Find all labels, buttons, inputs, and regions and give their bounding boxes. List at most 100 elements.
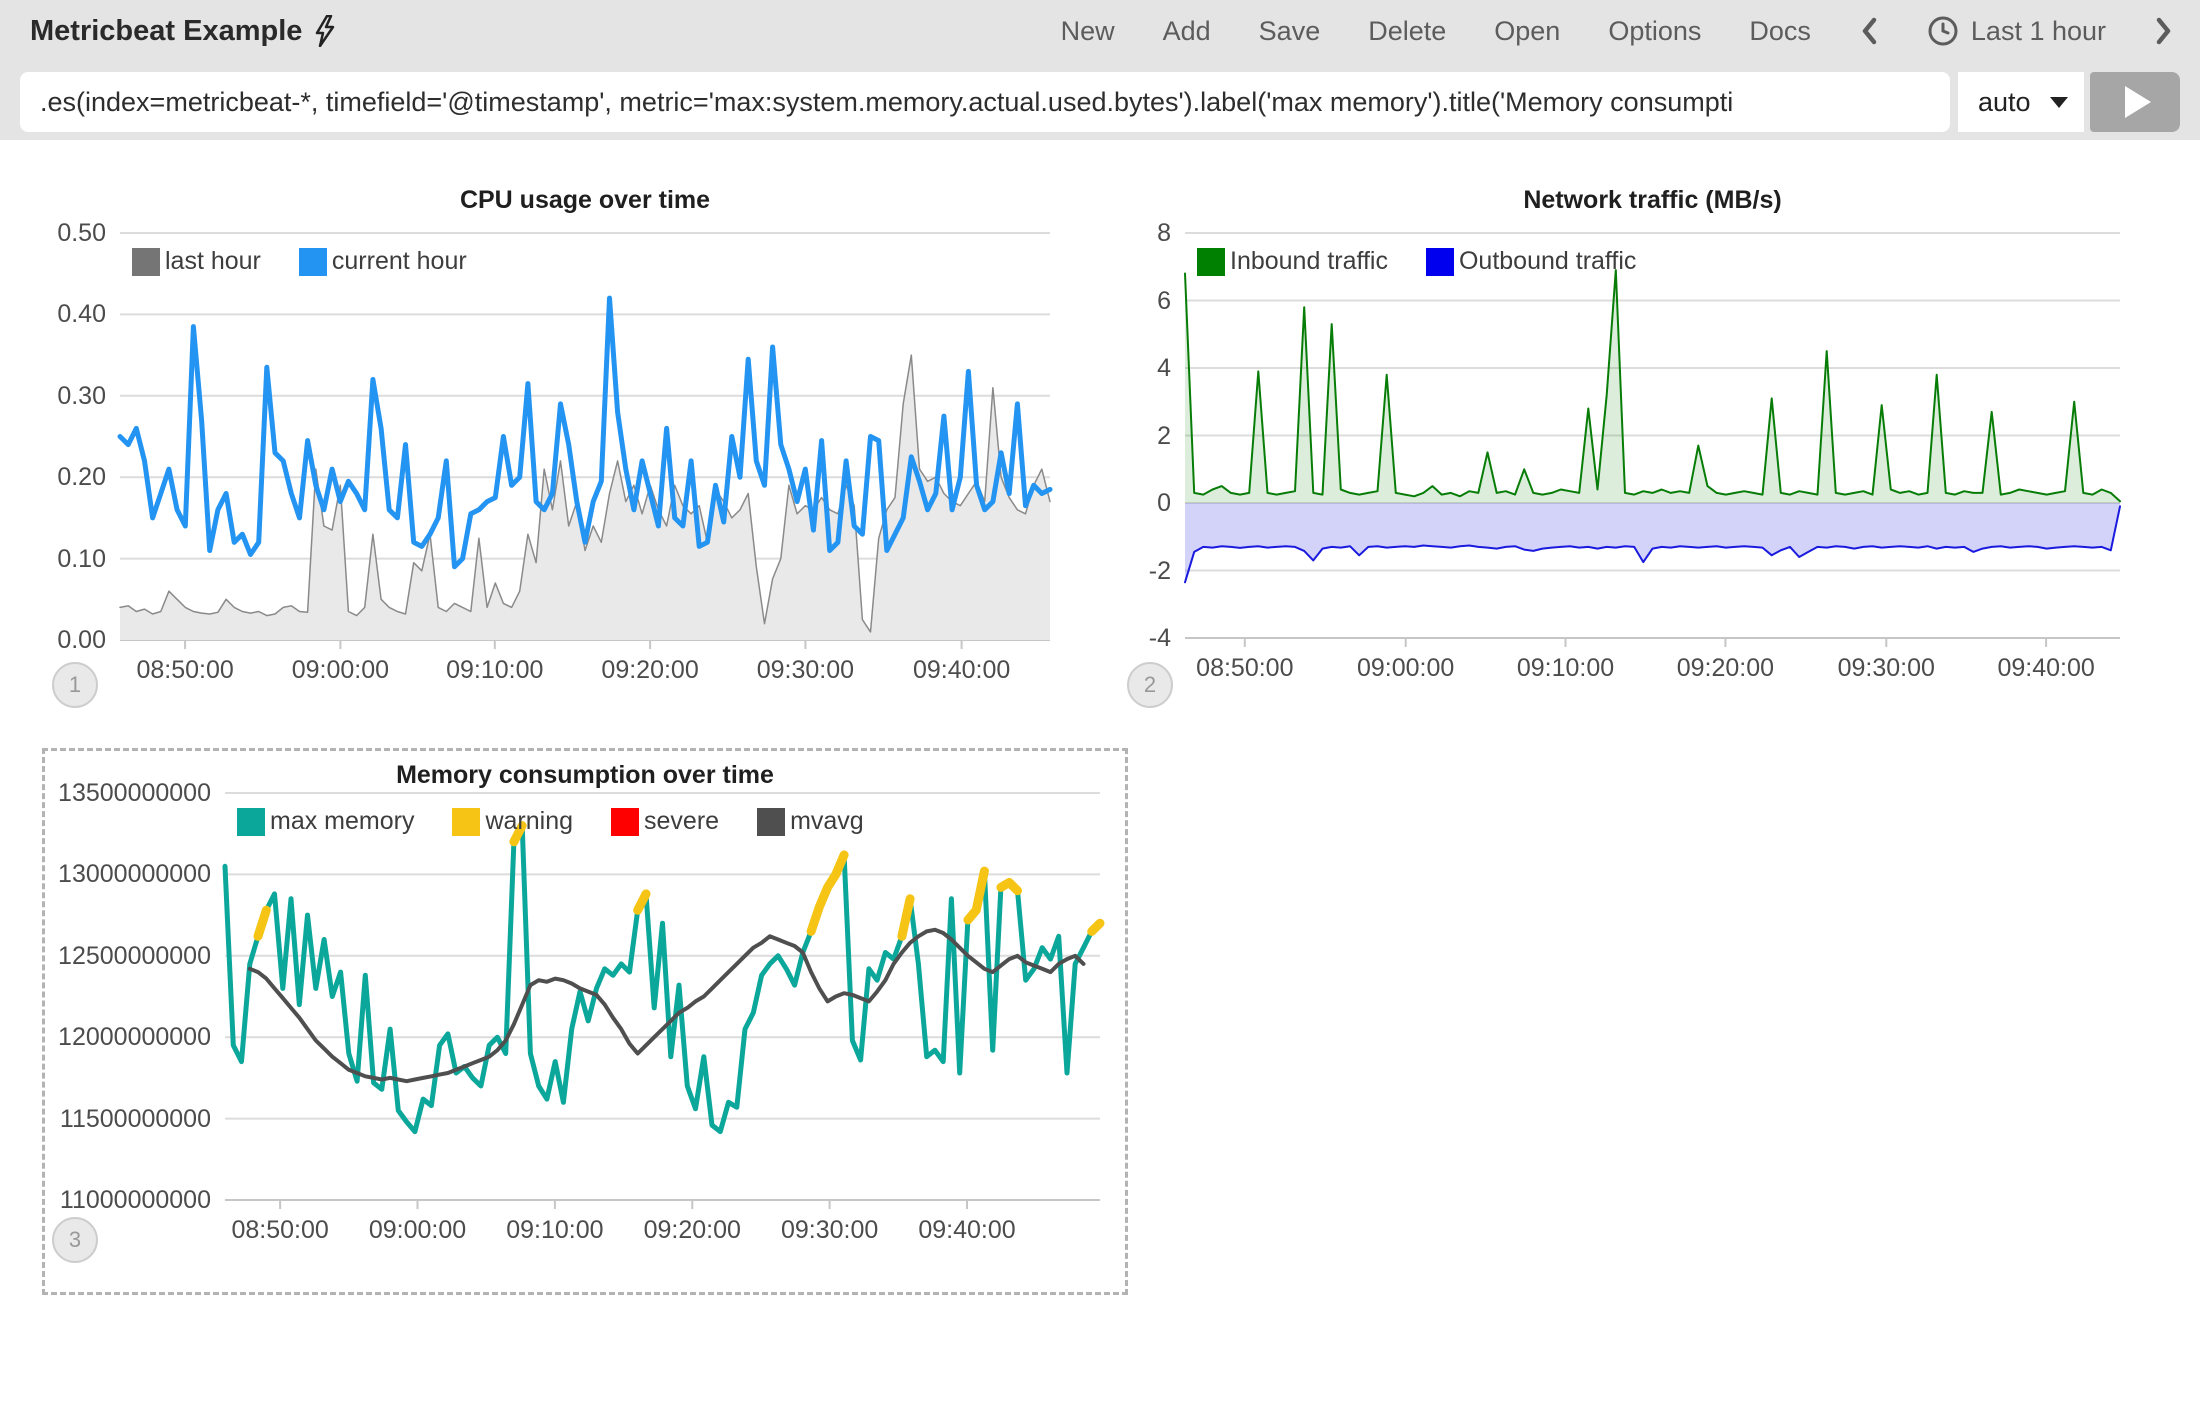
cpu-chart-panel[interactable]: CPU usage over time last hour current hou…: [30, 182, 1060, 640]
x-axis-label: 08:50:00: [95, 656, 275, 685]
legend-label: mvavg: [790, 807, 864, 836]
x-axis-label: 09:40:00: [1956, 654, 2136, 683]
y-axis-label: 11000000000: [60, 1185, 211, 1215]
x-axis-label: 09:20:00: [560, 656, 740, 685]
cpu-legend: last hour current hour: [132, 247, 505, 276]
interval-select[interactable]: auto: [1958, 72, 2084, 132]
y-axis-label: 11500000000: [60, 1104, 211, 1134]
y-axis-label: 0.00: [57, 625, 106, 655]
memory-plot-area: max memorywarningseveremvavg 13500000000…: [225, 793, 1100, 1200]
x-axis-label: 09:00:00: [1316, 654, 1496, 683]
legend-swatch: [299, 248, 327, 276]
legend-label: severe: [644, 807, 719, 836]
cpu-y-axis: 0.500.400.300.200.100.00: [24, 233, 106, 640]
memory-chart-panel[interactable]: Memory consumption over time max memoryw…: [42, 748, 1128, 1295]
menu-item-delete[interactable]: Delete: [1368, 16, 1446, 47]
x-axis-label: 09:20:00: [1635, 654, 1815, 683]
legend-swatch: [757, 808, 785, 836]
cpu-x-axis: 08:50:0009:00:0009:10:0009:20:0009:30:00…: [120, 656, 1050, 688]
network-chart-title: Network traffic (MB/s): [1185, 182, 2120, 218]
x-axis-label: 09:30:00: [715, 656, 895, 685]
legend-swatch: [237, 808, 265, 836]
x-axis-label: 09:30:00: [1796, 654, 1976, 683]
y-axis-label: 2: [1157, 421, 1171, 451]
y-axis-label: 6: [1157, 286, 1171, 316]
memory-y-axis: 1350000000013000000000125000000001200000…: [49, 793, 211, 1200]
memory-chart-canvas[interactable]: [225, 793, 1100, 1200]
legend-item-current-hour: current hour: [299, 247, 467, 276]
y-axis-label: 0: [1157, 488, 1171, 518]
y-axis-label: 8: [1157, 218, 1171, 248]
legend-item-max-memory: max memory: [237, 807, 414, 836]
network-legend: Inbound traffic Outbound traffic: [1197, 247, 1674, 276]
network-chart-panel[interactable]: Network traffic (MB/s) Inbound traffic Ou…: [1095, 182, 2130, 638]
x-axis-label: 09:10:00: [405, 656, 585, 685]
chart-index-badge: 1: [52, 662, 98, 708]
menu-item-docs[interactable]: Docs: [1749, 16, 1811, 47]
chart-index-badge: 3: [52, 1217, 98, 1263]
legend-label: Outbound traffic: [1459, 247, 1636, 276]
legend-swatch: [611, 808, 639, 836]
clock-icon: [1927, 15, 1959, 47]
app-title-text: Metricbeat Example: [30, 15, 302, 48]
y-axis-label: 0.30: [57, 381, 106, 411]
toolbar-menu: New Add Save Delete Open Options Docs La…: [1061, 15, 2174, 47]
menu-item-save[interactable]: Save: [1259, 16, 1321, 47]
y-axis-label: 13000000000: [58, 859, 211, 889]
legend-label: warning: [485, 807, 573, 836]
x-axis-label: 09:40:00: [877, 1216, 1057, 1245]
y-axis-label: 0.20: [57, 462, 106, 492]
caret-down-icon: [2050, 97, 2068, 108]
y-axis-label: 4: [1157, 353, 1171, 383]
x-axis-label: 09:10:00: [1476, 654, 1656, 683]
legend-swatch: [1197, 248, 1225, 276]
legend-swatch: [452, 808, 480, 836]
memory-legend: max memory warning severe mvavg: [237, 807, 902, 836]
time-range-label: Last 1 hour: [1971, 16, 2106, 47]
time-range-picker[interactable]: Last 1 hour: [1927, 15, 2106, 47]
y-axis-label: 12500000000: [58, 941, 211, 971]
x-axis-label: 09:40:00: [872, 656, 1052, 685]
legend-item-last-hour: last hour: [132, 247, 261, 276]
menu-item-open[interactable]: Open: [1494, 16, 1560, 47]
legend-item-Inbound-traffic: Inbound traffic: [1197, 247, 1388, 276]
memory-x-axis: 08:50:0009:00:0009:10:0009:20:0009:30:00…: [225, 1216, 1100, 1248]
legend-label: Inbound traffic: [1230, 247, 1388, 276]
legend-label: last hour: [165, 247, 261, 276]
run-button[interactable]: [2090, 72, 2180, 132]
menu-item-new[interactable]: New: [1061, 16, 1115, 47]
legend-item-warning: warning: [452, 807, 573, 836]
chevron-right-icon[interactable]: [2154, 16, 2174, 46]
legend-item-Outbound-traffic: Outbound traffic: [1426, 247, 1636, 276]
y-axis-label: -4: [1149, 623, 1171, 653]
legend-label: current hour: [332, 247, 467, 276]
y-axis-label: 0.10: [57, 544, 106, 574]
legend-item-mvavg: mvavg: [757, 807, 864, 836]
play-icon: [2125, 86, 2151, 118]
y-axis-label: 12000000000: [58, 1022, 211, 1052]
legend-item-severe: severe: [611, 807, 719, 836]
toolbar: Metricbeat Example New Add Save Delete O…: [0, 0, 2200, 62]
network-plot-area: Inbound trafficOutbound traffic 86420-2-…: [1185, 233, 2120, 638]
interval-value: auto: [1978, 87, 2031, 118]
legend-swatch: [132, 248, 160, 276]
menu-item-add[interactable]: Add: [1163, 16, 1211, 47]
y-axis-label: 0.50: [57, 218, 106, 248]
x-axis-label: 08:50:00: [1155, 654, 1335, 683]
bolt-icon: [314, 15, 336, 47]
chevron-left-icon[interactable]: [1859, 16, 1879, 46]
query-input[interactable]: [20, 72, 1950, 132]
y-axis-label: -2: [1149, 556, 1171, 586]
cpu-plot-area: last hourcurrent hour 0.500.400.300.200.…: [120, 233, 1050, 640]
y-axis-label: 0.40: [57, 299, 106, 329]
network-chart-canvas[interactable]: [1185, 233, 2120, 638]
y-axis-label: 13500000000: [58, 778, 211, 808]
legend-label: max memory: [270, 807, 414, 836]
menu-item-options[interactable]: Options: [1608, 16, 1701, 47]
network-x-axis: 08:50:0009:00:0009:10:0009:20:0009:30:00…: [1185, 654, 2120, 686]
x-axis-label: 09:00:00: [250, 656, 430, 685]
cpu-chart-canvas[interactable]: [120, 233, 1050, 640]
cpu-chart-title: CPU usage over time: [120, 182, 1050, 218]
legend-swatch: [1426, 248, 1454, 276]
network-y-axis: 86420-2-4: [1089, 233, 1171, 638]
